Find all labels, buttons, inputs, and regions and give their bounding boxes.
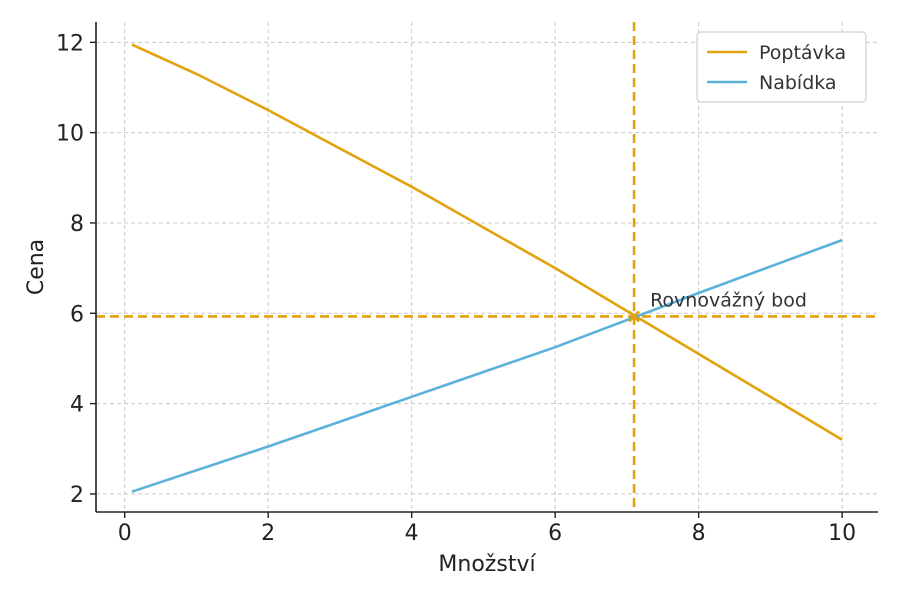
series-line-nabidka <box>131 238 843 493</box>
legend-entry: Poptávka <box>759 42 846 64</box>
x-tick-label: 6 <box>548 521 562 546</box>
y-tick-label: 8 <box>70 212 84 237</box>
y-tick-label: 2 <box>70 483 84 508</box>
x-tick-label: 0 <box>118 521 132 546</box>
y-tick-label: 4 <box>70 393 84 418</box>
y-tick-label: 10 <box>56 122 84 147</box>
y-axis-label: Cena <box>24 239 49 295</box>
legend-box <box>696 31 867 103</box>
axes: 0 2 4 6 8 10 2 4 6 8 10 12 <box>56 22 878 546</box>
equilibrium-reference-lines <box>96 22 878 512</box>
x-axis-label: Množství <box>438 552 536 577</box>
equilibrium-label: Rovnovážný bod <box>650 289 807 311</box>
x-tick-label: 2 <box>261 521 275 546</box>
x-tick-label: 4 <box>405 521 419 546</box>
x-tick-label: 10 <box>828 521 856 546</box>
legend: Poptávka Nabídka <box>696 31 867 103</box>
series-lines <box>131 43 843 493</box>
equilibrium-point <box>628 310 640 323</box>
annotations: Rovnovážný bod <box>650 289 807 311</box>
series-line-poptavka <box>131 43 843 441</box>
x-tick-label: 8 <box>692 521 706 546</box>
y-tick-label: 12 <box>56 31 84 56</box>
y-tick-label: 6 <box>70 302 84 327</box>
legend-entry: Nabídka <box>759 72 837 94</box>
